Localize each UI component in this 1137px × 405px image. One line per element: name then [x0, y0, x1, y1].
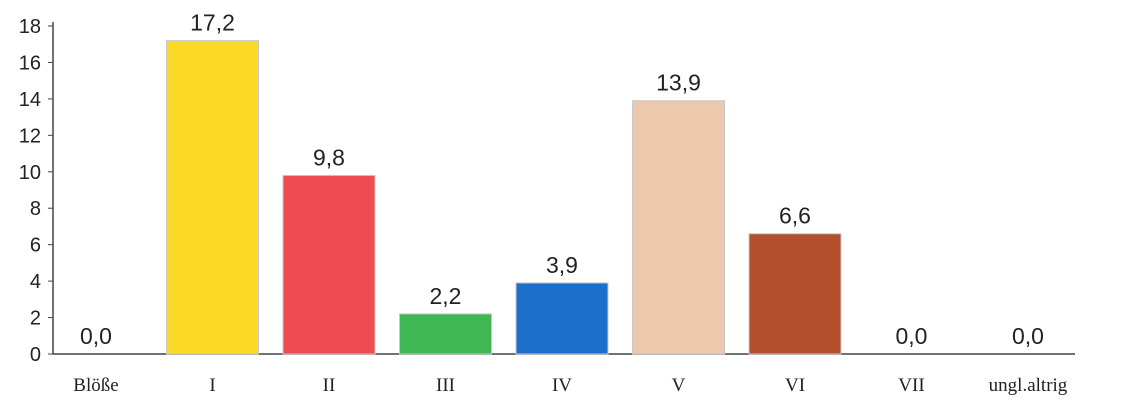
bar: [282, 174, 376, 355]
data-label: 3,9: [546, 252, 578, 278]
data-label: 0,0: [80, 323, 112, 349]
x-category-label: IV: [552, 375, 572, 396]
x-category-label: VI: [785, 375, 805, 396]
bar: [515, 282, 609, 355]
y-tick-label: 2: [30, 308, 41, 330]
x-category-label: Blöße: [73, 375, 118, 396]
y-tick-label: 16: [19, 52, 41, 74]
bar: [399, 313, 492, 355]
x-category-label: III: [436, 375, 455, 396]
y-tick-label: 18: [19, 16, 41, 38]
y-tick-label: 4: [30, 271, 41, 293]
x-category-label: I: [209, 375, 215, 396]
y-tick-label: 12: [19, 125, 41, 147]
x-category-label: ungl.altrig: [989, 375, 1068, 396]
bar: [632, 100, 725, 355]
data-label: 13,9: [656, 70, 701, 96]
data-label: 17,2: [190, 10, 235, 36]
x-axis-labels: Blöße I II III IV V VI VII ungl.altrig: [73, 375, 1068, 396]
y-tick-label: 8: [30, 198, 41, 220]
x-category-label: VII: [898, 375, 924, 396]
y-tick-label: 6: [30, 235, 41, 257]
data-label: 9,8: [313, 144, 345, 170]
y-tick-label: 14: [19, 89, 41, 111]
data-labels: 0,0 17,2 9,8 2,2 3,9 13,9 6,6 0,0 0,0: [80, 10, 1044, 349]
bar: [166, 40, 259, 355]
y-tick-label: 0: [30, 344, 41, 366]
data-label: 0,0: [896, 323, 928, 349]
y-tick-label: 10: [19, 162, 41, 184]
x-category-label: II: [323, 375, 336, 396]
bar: [748, 233, 842, 355]
bars: [166, 40, 842, 355]
x-category-label: V: [672, 375, 686, 396]
data-label: 6,6: [779, 203, 811, 229]
data-label: 0,0: [1012, 323, 1044, 349]
data-label: 2,2: [430, 283, 462, 309]
